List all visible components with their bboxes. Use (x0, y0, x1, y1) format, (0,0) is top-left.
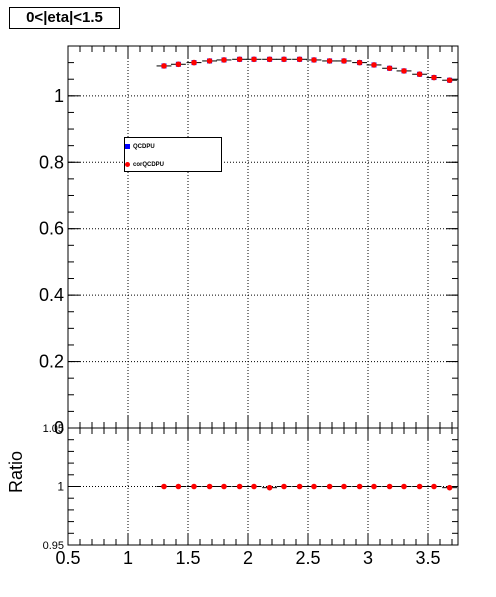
data-point-ratio (266, 484, 273, 491)
data-point-corqcdpu (311, 57, 317, 63)
data-point-ratio (326, 483, 333, 490)
y-tick-label: 1 (57, 480, 64, 494)
y-tick-label: 1 (54, 86, 64, 106)
ratio-axis-label: Ratio (6, 451, 26, 493)
y-tick-label: 0 (54, 418, 64, 438)
data-point-corqcdpu (281, 56, 287, 63)
data-point-corqcdpu (431, 74, 437, 81)
legend: QCDPU corQCDPU (124, 137, 222, 172)
data-point-ratio (386, 483, 393, 490)
data-point-corqcdpu (236, 56, 243, 63)
main-y-tick-labels: 0 0.2 0.4 0.6 0.8 1 (39, 86, 64, 438)
y-tick-label: 0.4 (39, 285, 64, 305)
data-point-corqcdpu (161, 63, 167, 69)
data-point-corqcdpu (371, 62, 377, 68)
x-tick-label: 2.5 (295, 548, 320, 568)
ratio-y-tick-labels: 0.95 1 1.05 (43, 423, 65, 552)
data-point-ratio (371, 483, 377, 490)
data-point-ratio (281, 483, 287, 490)
data-point-ratio (236, 483, 243, 490)
data-point-corqcdpu (416, 71, 423, 78)
x-tick-label: 1 (123, 548, 133, 568)
x-tick-label: 2 (243, 548, 253, 568)
data-point-corqcdpu (251, 56, 257, 63)
data-point-corqcdpu (326, 58, 333, 64)
data-point-ratio (341, 483, 347, 490)
data-point-ratio (161, 483, 167, 490)
legend-label: corQCDPU (133, 162, 165, 168)
ratio-ticks (67, 427, 458, 546)
data-point-corqcdpu (266, 56, 273, 63)
data-point-ratio (356, 483, 363, 490)
data-point-corqcdpu (206, 58, 213, 64)
data-point-ratio (446, 484, 453, 491)
x-tick-label: 0.5 (55, 548, 80, 568)
y-tick-label: 1.05 (43, 423, 64, 435)
data-point-ratio (296, 483, 303, 490)
y-tick-label: 0.6 (39, 219, 64, 239)
y-tick-label: 0.8 (39, 152, 64, 172)
y-tick-label: 0.95 (43, 540, 64, 552)
data-point-ratio (311, 483, 317, 490)
x-tick-label: 1.5 (175, 548, 200, 568)
main-grid (68, 46, 458, 428)
data-point-corqcdpu (221, 57, 227, 63)
data-point-corqcdpu (191, 59, 197, 66)
data-point-ratio (191, 483, 197, 490)
data-point-corqcdpu (401, 68, 407, 74)
main-frame (67, 45, 459, 429)
data-point-corqcdpu (341, 58, 347, 64)
x-tick-labels: 0.5 1 1.5 2 2.5 3 3.5 (55, 548, 440, 568)
data-point-ratio (401, 483, 407, 490)
x-tick-label: 3 (363, 548, 373, 568)
data-point-ratio (431, 483, 437, 490)
main-ticks (67, 45, 458, 429)
legend-marker-circle (125, 162, 130, 167)
legend-marker-square (125, 144, 130, 149)
data-point-ratio (206, 483, 213, 490)
data-point-ratio (251, 483, 257, 490)
data-point-ratio (175, 483, 182, 490)
data-point-corqcdpu (386, 65, 393, 72)
main-series (156, 56, 458, 84)
data-point-corqcdpu (175, 61, 182, 68)
x-tick-label: 3.5 (415, 548, 440, 568)
plot-title: 0<|eta|<1.5 (9, 7, 120, 29)
data-point-ratio (416, 483, 423, 490)
legend-label: QCDPU (133, 144, 155, 150)
y-tick-label: 0.2 (39, 352, 64, 372)
data-point-corqcdpu (296, 56, 303, 63)
data-point-ratio (221, 483, 227, 490)
ratio-series (156, 483, 458, 491)
data-point-corqcdpu (446, 77, 453, 84)
data-point-corqcdpu (356, 59, 363, 66)
